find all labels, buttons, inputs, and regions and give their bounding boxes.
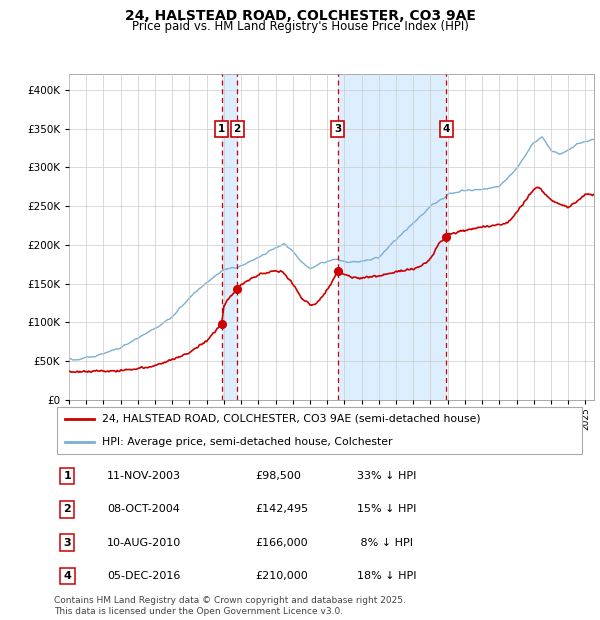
Text: 11-NOV-2003: 11-NOV-2003 (107, 471, 181, 481)
Text: Contains HM Land Registry data © Crown copyright and database right 2025.
This d: Contains HM Land Registry data © Crown c… (54, 596, 406, 616)
Text: £142,495: £142,495 (256, 505, 309, 515)
Text: 1: 1 (64, 471, 71, 481)
Text: 2: 2 (233, 123, 241, 134)
Bar (221, 74, 237, 400)
Text: HPI: Average price, semi-detached house, Colchester: HPI: Average price, semi-detached house,… (102, 437, 392, 447)
Text: 18% ↓ HPI: 18% ↓ HPI (356, 571, 416, 581)
Text: £210,000: £210,000 (256, 571, 308, 581)
Text: 1: 1 (218, 123, 226, 134)
Text: 33% ↓ HPI: 33% ↓ HPI (356, 471, 416, 481)
Text: 4: 4 (443, 123, 450, 134)
Text: Price paid vs. HM Land Registry's House Price Index (HPI): Price paid vs. HM Land Registry's House … (131, 20, 469, 33)
FancyBboxPatch shape (56, 407, 583, 454)
Text: 4: 4 (64, 571, 71, 581)
Text: 8% ↓ HPI: 8% ↓ HPI (356, 538, 413, 548)
Text: 3: 3 (334, 123, 341, 134)
Text: 3: 3 (64, 538, 71, 548)
Text: 08-OCT-2004: 08-OCT-2004 (107, 505, 180, 515)
Text: £98,500: £98,500 (256, 471, 302, 481)
Text: 2: 2 (64, 505, 71, 515)
Text: £166,000: £166,000 (256, 538, 308, 548)
Text: 24, HALSTEAD ROAD, COLCHESTER, CO3 9AE: 24, HALSTEAD ROAD, COLCHESTER, CO3 9AE (125, 9, 475, 24)
Text: 05-DEC-2016: 05-DEC-2016 (107, 571, 181, 581)
Text: 15% ↓ HPI: 15% ↓ HPI (356, 505, 416, 515)
Bar (338, 74, 446, 400)
Text: 10-AUG-2010: 10-AUG-2010 (107, 538, 181, 548)
Text: 24, HALSTEAD ROAD, COLCHESTER, CO3 9AE (semi-detached house): 24, HALSTEAD ROAD, COLCHESTER, CO3 9AE (… (102, 414, 481, 423)
